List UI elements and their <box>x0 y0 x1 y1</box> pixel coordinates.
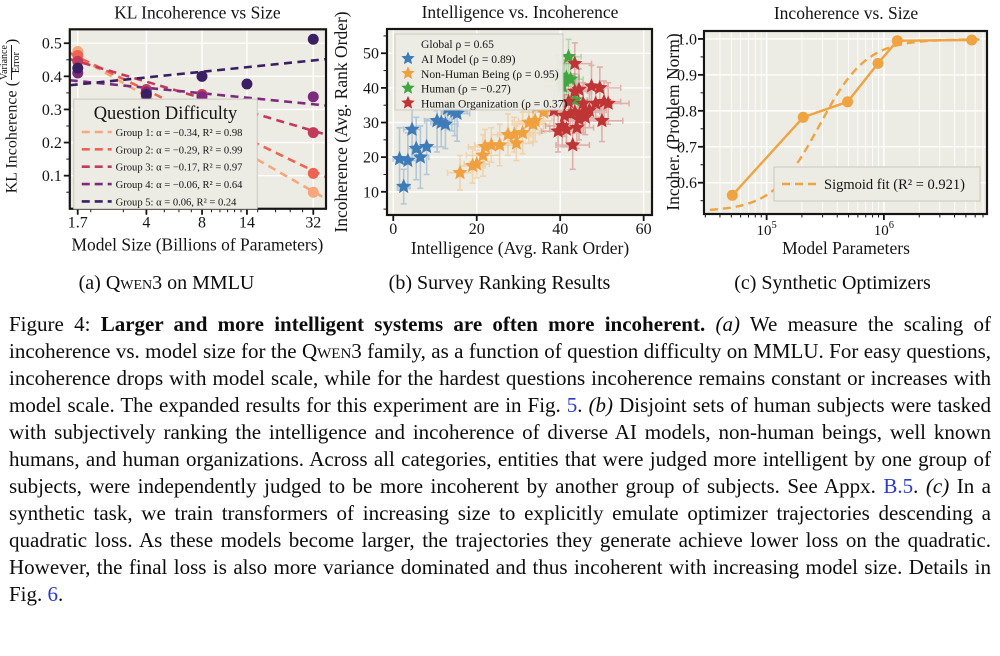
subcaptions: (a) Qwen3 on MMLU (b) Survey Ranking Res… <box>0 272 1000 295</box>
caption-segment: . <box>577 393 589 417</box>
caption-segment: (b) <box>588 393 614 417</box>
svg-text:50: 50 <box>363 46 379 63</box>
svg-text:105: 105 <box>757 220 777 239</box>
svg-text:Intelligence vs. Incoherence: Intelligence vs. Incoherence <box>422 2 619 22</box>
svg-text:14: 14 <box>239 215 255 232</box>
subcaption-a-smallcaps: Qwen3 <box>105 272 163 294</box>
svg-text:Human (ρ = −0.27): Human (ρ = −0.27) <box>421 83 511 96</box>
svg-text:Sigmoid fit (R² = 0.921): Sigmoid fit (R² = 0.921) <box>824 177 965 193</box>
svg-text:20: 20 <box>469 221 485 238</box>
subcaption-c: (c) Synthetic Optimizers <box>666 272 999 295</box>
synthetic-optimizers-chart-canvas: 105 106 0.6 0.7 0.8 0.9 1.0 Incoherence vs. Siz… <box>666 3 989 258</box>
figure-panels: 1.7 4 8 14 32 0.1 0.2 0.3 0.4 0.5 KL Incoherence v… <box>0 2 1000 264</box>
caption-segment: (c) <box>925 474 950 498</box>
svg-text:AI Model (ρ = 0.89): AI Model (ρ = 0.89) <box>421 53 516 66</box>
chart-intelligence-vs-incoherence: 0 20 40 60 10 20 30 40 50 Intelligence vs. Incohe… <box>333 2 666 264</box>
figure-4-page: 1.7 4 8 14 32 0.1 0.2 0.3 0.4 0.5 KL Incoherence v… <box>0 2 1000 608</box>
figure-caption: Figure 4: Larger and more intelligent sy… <box>9 311 991 608</box>
svg-text:0.2: 0.2 <box>42 135 62 152</box>
svg-text:0.8: 0.8 <box>677 103 697 120</box>
svg-text:Incoherence vs. Size: Incoherence vs. Size <box>774 3 919 23</box>
svg-text:40: 40 <box>552 221 568 238</box>
caption-segment: . <box>913 474 926 498</box>
svg-text:60: 60 <box>636 221 652 238</box>
subcaption-a: (a) Qwen3 on MMLU <box>0 272 333 295</box>
caption-segment: We measure the scaling of incoherence vs… <box>9 312 992 363</box>
svg-text:Incoher. (Problem Norm): Incoher. (Problem Norm) <box>666 33 683 211</box>
survey-ranking-chart-canvas: 0 20 40 60 10 20 30 40 50 Intelligence vs. Incohe… <box>333 2 654 258</box>
svg-text:Human Organization (ρ = 0.37): Human Organization (ρ = 0.37) <box>421 97 568 110</box>
svg-text:32: 32 <box>305 215 321 232</box>
svg-text:KL Incoherence vs Size: KL Incoherence vs Size <box>114 2 281 22</box>
figure-ref-link[interactable]: 6 <box>47 582 59 606</box>
caption-segment <box>705 312 715 336</box>
svg-text:Group 2: α = −0.29, R² = 0.99: Group 2: α = −0.29, R² = 0.99 <box>116 145 243 156</box>
svg-text:20: 20 <box>363 150 379 167</box>
svg-text:1.0: 1.0 <box>677 31 697 48</box>
svg-text:4: 4 <box>142 215 150 232</box>
svg-text:0.1: 0.1 <box>42 168 62 185</box>
caption-segment: Larger and more intelligent systems are … <box>100 312 706 336</box>
figure-ref-link[interactable]: 5 <box>566 393 578 417</box>
svg-text:0.3: 0.3 <box>42 102 62 119</box>
variance-over-error-fraction: Variance Error <box>0 45 22 81</box>
svg-text:10: 10 <box>363 184 379 201</box>
fraction-numerator: Variance <box>0 45 10 81</box>
caption-segment: Disjoint sets of human subjects were tas… <box>9 393 991 498</box>
subcaption-a-suffix: on MMLU <box>162 272 255 294</box>
svg-text:0.7: 0.7 <box>677 139 697 156</box>
caption-segment: family, as a function of question diffic… <box>9 339 991 417</box>
kl-y-axis-label: KL Incoherence (Variance Error) <box>0 20 24 212</box>
caption-segment: Qwen3 <box>301 339 362 363</box>
chart-kl-incoherence-vs-size: 1.7 4 8 14 32 0.1 0.2 0.3 0.4 0.5 KL Incoherence v… <box>0 2 333 264</box>
caption-segment: Figure 4: <box>9 312 101 336</box>
kl-y-axis-label-pre: KL Incoherence ( <box>3 81 21 194</box>
subcaption-b-suffix: Survey Ranking Results <box>416 272 611 294</box>
subcaption-c-suffix: Synthetic Optimizers <box>761 272 931 294</box>
fraction-denominator: Error <box>10 45 22 81</box>
svg-text:0.4: 0.4 <box>42 69 62 86</box>
svg-text:Global ρ = 0.65: Global ρ = 0.65 <box>421 38 494 51</box>
caption-segment: In a synthetic task, we train transforme… <box>9 474 991 606</box>
svg-text:Incoherence (Avg. Rank Order): Incoherence (Avg. Rank Order) <box>333 11 351 232</box>
svg-text:1.7: 1.7 <box>68 215 88 232</box>
svg-text:Non-Human Being (ρ = 0.95): Non-Human Being (ρ = 0.95) <box>421 68 559 81</box>
svg-text:Model Size (Billions of Parame: Model Size (Billions of Parameters) <box>71 235 323 255</box>
svg-text:Model Parameters: Model Parameters <box>782 238 910 258</box>
svg-text:30: 30 <box>363 115 379 132</box>
subcaption-b-prefix: (b) <box>388 272 417 294</box>
svg-text:Group 1: α = −0.34, R² = 0.98: Group 1: α = −0.34, R² = 0.98 <box>116 128 243 139</box>
svg-text:Group 3: α = −0.17, R² = 0.97: Group 3: α = −0.17, R² = 0.97 <box>116 163 243 174</box>
svg-text:0.6: 0.6 <box>677 175 697 192</box>
svg-text:0.5: 0.5 <box>42 36 62 53</box>
svg-text:Question Difficulty: Question Difficulty <box>94 103 238 123</box>
svg-text:8: 8 <box>198 215 206 232</box>
svg-text:Intelligence (Avg. Rank Order): Intelligence (Avg. Rank Order) <box>411 238 630 258</box>
kl-y-axis-label-post: ) <box>3 38 21 45</box>
svg-text:0.9: 0.9 <box>677 67 697 84</box>
svg-text:0: 0 <box>389 221 397 238</box>
caption-segment: (a) <box>715 312 741 336</box>
svg-text:40: 40 <box>363 80 379 97</box>
subcaption-a-prefix: (a) <box>78 272 106 294</box>
subcaption-c-prefix: (c) <box>734 272 762 294</box>
svg-text:Group 4: α = −0.06, R² = 0.64: Group 4: α = −0.06, R² = 0.64 <box>116 180 243 191</box>
chart-incoherence-vs-size: 105 106 0.6 0.7 0.8 0.9 1.0 Incoherence vs. Siz… <box>666 2 999 264</box>
svg-text:106: 106 <box>874 220 894 239</box>
kl-incoherence-chart-canvas: 1.7 4 8 14 32 0.1 0.2 0.3 0.4 0.5 KL Incoherence v… <box>42 2 328 255</box>
figure-ref-link[interactable]: B.5 <box>883 474 914 498</box>
svg-text:Group 5: α = 0.06, R² = 0.24: Group 5: α = 0.06, R² = 0.24 <box>116 197 238 208</box>
subcaption-b: (b) Survey Ranking Results <box>333 272 666 295</box>
caption-segment: . <box>58 582 64 606</box>
